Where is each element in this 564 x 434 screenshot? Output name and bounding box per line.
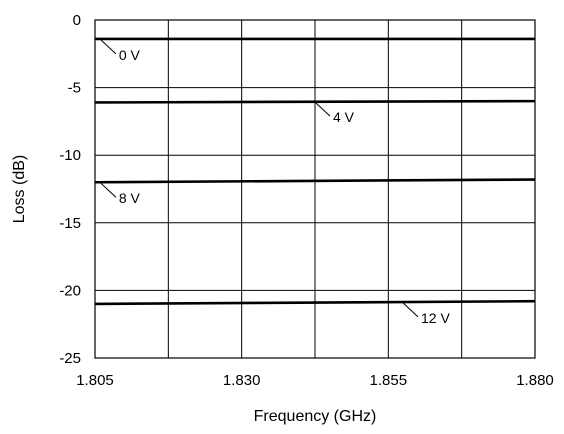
series-label-bg-12-v [420,309,452,326]
x-tick-label: 1.855 [370,372,408,389]
y-tick-label: 0 [73,12,81,29]
leader-line-8-v [100,182,117,198]
grid-lines [94,19,536,359]
y-axis-title: Loss (dB) [11,155,28,223]
series-label-bg-0-v [117,46,142,63]
series-label-12-v: 12 V [421,310,450,326]
y-tick-label: -25 [59,350,81,367]
y-tick-label: -15 [59,215,81,232]
leader-line-4-v [314,101,331,117]
x-tick-label: 1.880 [516,372,554,389]
y-tick-label: -10 [59,147,81,164]
leader-line-0-v [100,39,117,55]
plot-area-border [94,19,536,359]
series-line-12-v [94,299,536,306]
series-lines: 0 V 4 V 8 V 12 V [94,37,536,326]
series-label-8-v: 8 V [119,190,141,206]
y-tick-label: -20 [59,282,81,299]
x-tick-label: 1.830 [223,372,261,389]
y-tick-label: -5 [68,80,81,97]
x-tick-label: 1.805 [76,372,114,389]
tick-labels: 1.805 1.830 1.855 1.880 0 -5 -10 -15 -20 -25 [59,12,553,389]
series-label-4-v: 4 V [333,109,355,125]
series-line-8-v [94,178,536,184]
x-axis-title: Frequency (GHz) [254,408,377,425]
series-line-4-v [94,99,536,104]
series-label-bg-8-v [117,190,142,207]
series-label-0-v: 0 V [119,47,141,63]
series-label-bg-4-v [332,109,356,126]
leader-line-12-v [402,302,419,318]
plot-frame [94,19,536,359]
